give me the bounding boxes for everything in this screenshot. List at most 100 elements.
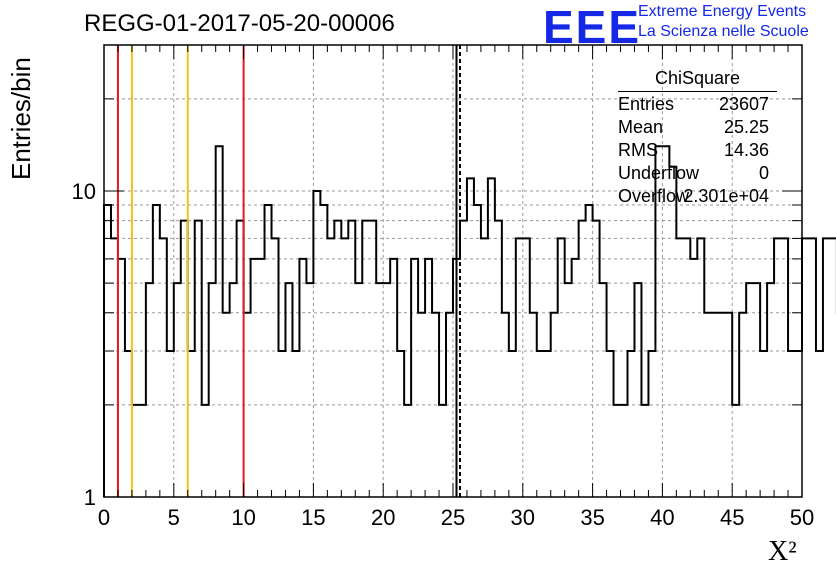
histogram-bar (139, 405, 146, 497)
x-tick-label: 45 (720, 505, 744, 530)
histogram-bar (174, 283, 181, 497)
stats-value: 0 (758, 163, 769, 183)
histogram-bar (272, 238, 279, 497)
histogram-bar (781, 238, 788, 497)
histogram-bar (544, 351, 551, 497)
histogram-bar (376, 283, 383, 497)
x-tick-label: 35 (580, 505, 604, 530)
stats-value: 25.25 (723, 117, 769, 137)
histogram-bar (425, 259, 432, 497)
stats-row-entries: Entries 23607 (612, 94, 777, 117)
histogram-bar (537, 351, 544, 497)
stats-value: 2.301e+04 (683, 186, 769, 206)
marker-lines-layer (116, 45, 461, 497)
stats-label: RMS (618, 140, 658, 160)
stats-label: Overflow (618, 186, 690, 206)
histogram-bar (732, 405, 739, 497)
histogram-bar (404, 405, 411, 497)
histogram-bar (634, 283, 641, 497)
x-tick-label: 0 (98, 505, 110, 530)
histogram-bar (160, 238, 167, 497)
stats-row-mean: Mean 25.25 (612, 117, 777, 140)
y-axis-label: Entries/bin (6, 57, 36, 180)
histogram-bar (188, 351, 195, 497)
histogram-bar (523, 238, 530, 497)
histogram-bar (348, 221, 355, 497)
histogram-bar (362, 221, 369, 497)
histogram-bar (802, 238, 809, 497)
histogram-bar (746, 283, 753, 497)
chart-title: REGG-01-2017-05-20-00006 (84, 10, 395, 37)
histogram-bar (669, 167, 676, 497)
histogram-bar (306, 283, 313, 497)
histogram-bar (292, 351, 299, 497)
histogram-bar (600, 283, 607, 497)
histogram-bar (607, 351, 614, 497)
histogram-bar (299, 259, 306, 497)
histogram-bar (383, 283, 390, 497)
histogram-bar (488, 178, 495, 497)
histogram-bar (467, 178, 474, 497)
histogram-bar (355, 283, 362, 497)
histogram-bar (111, 238, 118, 497)
histogram-bar (251, 259, 258, 497)
stats-row-underflow: Underflow 0 (612, 163, 777, 186)
histogram-bar (411, 259, 418, 497)
histogram-bar (230, 283, 237, 497)
histogram-bar (593, 221, 600, 497)
histogram-bar (641, 405, 648, 497)
histogram-layer (103, 145, 836, 497)
histogram-bar (167, 351, 174, 497)
histogram-bar (816, 351, 823, 497)
histogram-bar (439, 405, 446, 497)
stats-title: ChiSquare (618, 68, 777, 92)
histogram-bar (697, 238, 704, 497)
histogram-bar (809, 238, 816, 497)
histogram-bar (579, 221, 586, 497)
histogram-bar (495, 221, 502, 497)
histogram-bar (516, 238, 523, 497)
histogram-bar (690, 259, 697, 497)
histogram-bar (341, 238, 348, 497)
y-tick-label: 10 (72, 179, 96, 204)
histogram-bar (830, 238, 836, 497)
histogram-bar (132, 405, 139, 497)
histogram-bar (460, 221, 467, 497)
x-axis-label: X² (768, 536, 797, 567)
histogram-bar (767, 283, 774, 497)
histogram-bar (572, 259, 579, 497)
histogram-bar (146, 283, 153, 497)
histogram-bar (481, 238, 488, 497)
histogram-bar (181, 221, 188, 497)
histogram-bar (628, 351, 635, 497)
histogram-bar (397, 351, 404, 497)
x-tick-label: 40 (650, 505, 674, 530)
stats-label: Entries (618, 94, 675, 114)
histogram-bar (369, 221, 376, 497)
histogram-bar (237, 221, 244, 497)
histogram-bar (676, 238, 683, 497)
stats-box: ChiSquare Entries 23607 Mean 25.25 RMS 1… (612, 68, 777, 209)
histogram-bar (509, 351, 516, 497)
eee-logo: EEE (543, 1, 642, 53)
x-tick-label: 15 (301, 505, 325, 530)
histogram-bar (279, 351, 286, 497)
histogram-bar (216, 146, 223, 497)
stats-label: Underflow (618, 163, 700, 183)
histogram-bar (753, 283, 760, 497)
histogram-bar (334, 221, 341, 497)
histogram-bar (258, 259, 265, 497)
x-tick-label: 25 (441, 505, 465, 530)
logo-text-line2: La Scienza nelle Scuole (638, 23, 809, 40)
histogram-bar (621, 405, 628, 497)
histogram-bar (390, 259, 397, 497)
x-tick-label: 50 (790, 505, 814, 530)
histogram-bar (565, 283, 572, 497)
x-tick-label: 10 (231, 505, 255, 530)
histogram-bar (683, 238, 690, 497)
histogram-bar (327, 238, 334, 497)
y-tick-label: 1 (84, 485, 96, 510)
histogram-bar (195, 221, 202, 497)
